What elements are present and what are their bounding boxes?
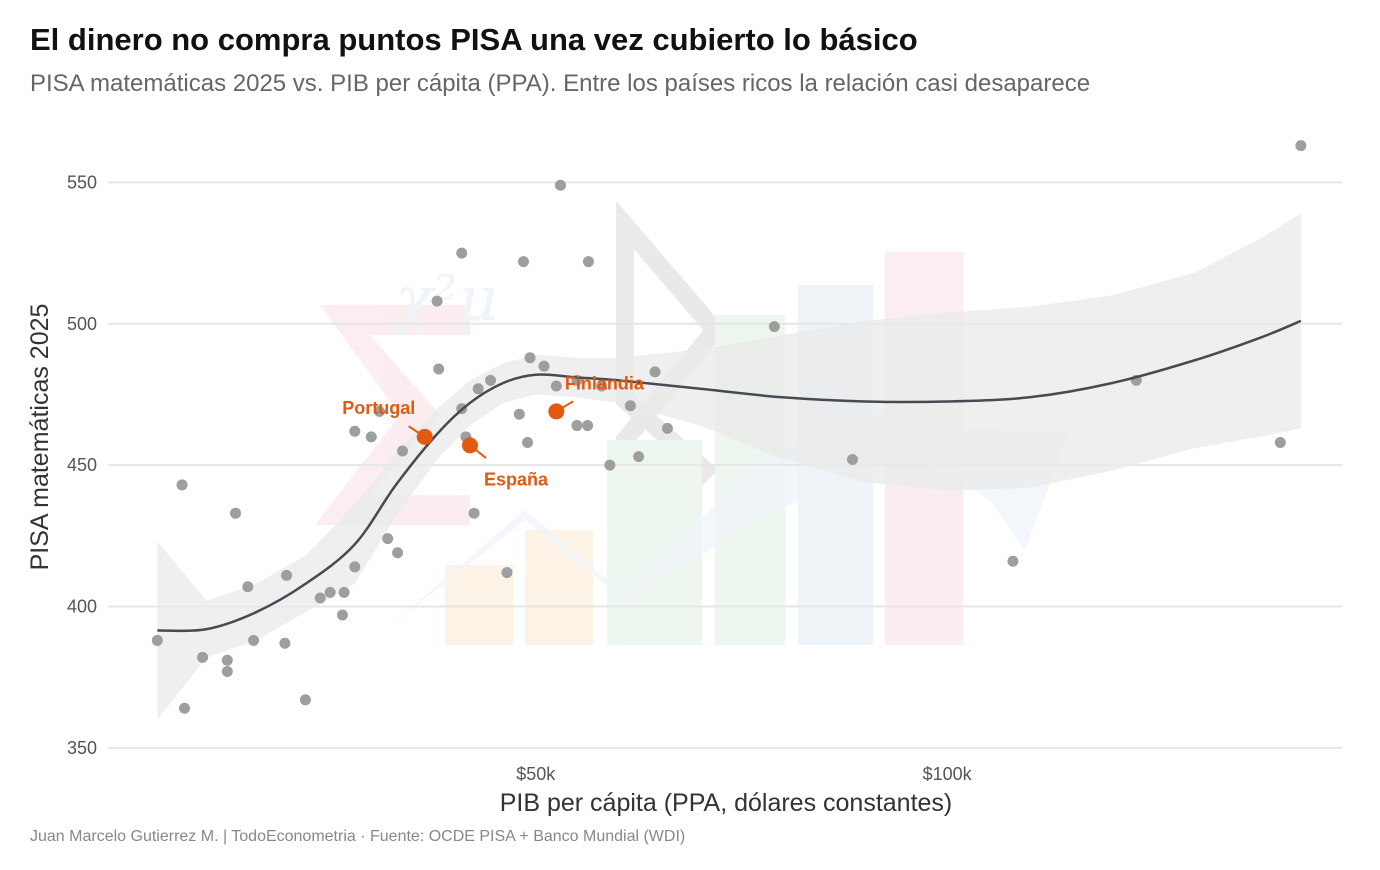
data-point [1295,140,1307,152]
y-tick-label: 350 [67,738,97,758]
highlight-point [461,437,478,454]
gridlines [108,181,1342,749]
data-point [221,654,233,666]
data-point [349,561,361,573]
data-point [299,694,311,706]
y-tick-label: 500 [67,314,97,334]
data-point [433,363,445,375]
data-point [624,400,636,412]
x-axis-ticks: $50k $100k [516,764,972,784]
data-point [554,179,566,191]
data-point [604,459,616,471]
data-point [221,666,233,678]
data-point [230,507,242,519]
data-point [179,702,191,714]
chart-subtitle: PISA matemáticas 2025 vs. PIB per cápita… [30,70,1091,97]
data-point [522,437,534,449]
data-point [314,592,326,604]
highlighted-countries: Portugal España Finlandia [342,373,645,489]
y-axis-ticks: 350 400 450 500 550 [67,172,97,757]
data-point [151,634,163,646]
confidence-band [157,213,1301,720]
scatter-points [151,140,1307,714]
data-point [1007,555,1019,567]
y-tick-label: 550 [67,172,97,192]
data-point [501,567,513,579]
highlight-label: España [484,469,549,489]
highlight-point [416,428,433,445]
data-point [456,247,468,259]
data-point [338,586,350,598]
highlight-label: Portugal [342,398,415,418]
data-point [281,569,293,581]
data-point [847,453,859,465]
y-tick-label: 450 [67,455,97,475]
data-point [336,609,348,621]
trend-line [157,319,1302,633]
data-point [373,405,385,417]
data-point [279,637,291,649]
data-point [468,507,480,519]
data-point [485,374,497,386]
y-axis-title: PISA matemáticas 2025 [26,304,54,571]
data-point [513,408,525,420]
data-point [324,586,336,598]
data-point [649,366,661,378]
data-point [176,479,188,491]
data-point [197,651,209,663]
data-point [517,256,529,268]
data-point [382,533,394,545]
data-point [472,383,484,395]
source-caption: Juan Marcelo Gutierrez M. | TodoEconomet… [30,828,686,845]
data-point [524,352,536,364]
data-point [596,380,608,392]
data-point [248,634,260,646]
chart-title: El dinero no compra puntos PISA una vez … [30,22,918,57]
highlight-label: Finlandia [565,373,645,393]
highlight-point [548,403,565,420]
data-point [582,256,594,268]
x-tick-label: $100k [923,764,973,784]
data-point [571,420,583,432]
data-point [633,451,645,463]
data-point [392,547,404,559]
data-point [1274,437,1286,449]
data-point [397,445,409,457]
y-tick-label: 400 [67,597,97,617]
x-axis-title: PIB per cápita (PPA, dólares constantes) [500,789,953,817]
data-point [768,321,780,333]
data-point [431,295,443,307]
data-point [550,380,562,392]
data-point [538,360,550,372]
data-point [582,420,594,432]
data-point [661,422,673,434]
data-point [242,581,254,593]
data-point [365,431,377,443]
x-tick-label: $50k [516,764,556,784]
data-point [349,425,361,437]
